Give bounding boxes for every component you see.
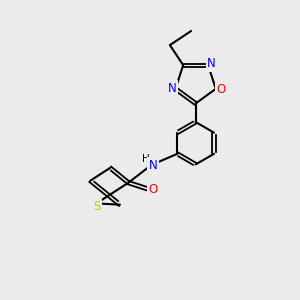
- Text: N: N: [148, 158, 157, 172]
- Text: O: O: [216, 83, 225, 96]
- Text: H: H: [142, 154, 150, 164]
- Text: S: S: [93, 200, 100, 214]
- Text: N: N: [168, 82, 176, 95]
- Text: O: O: [148, 183, 158, 196]
- Text: N: N: [207, 57, 216, 70]
